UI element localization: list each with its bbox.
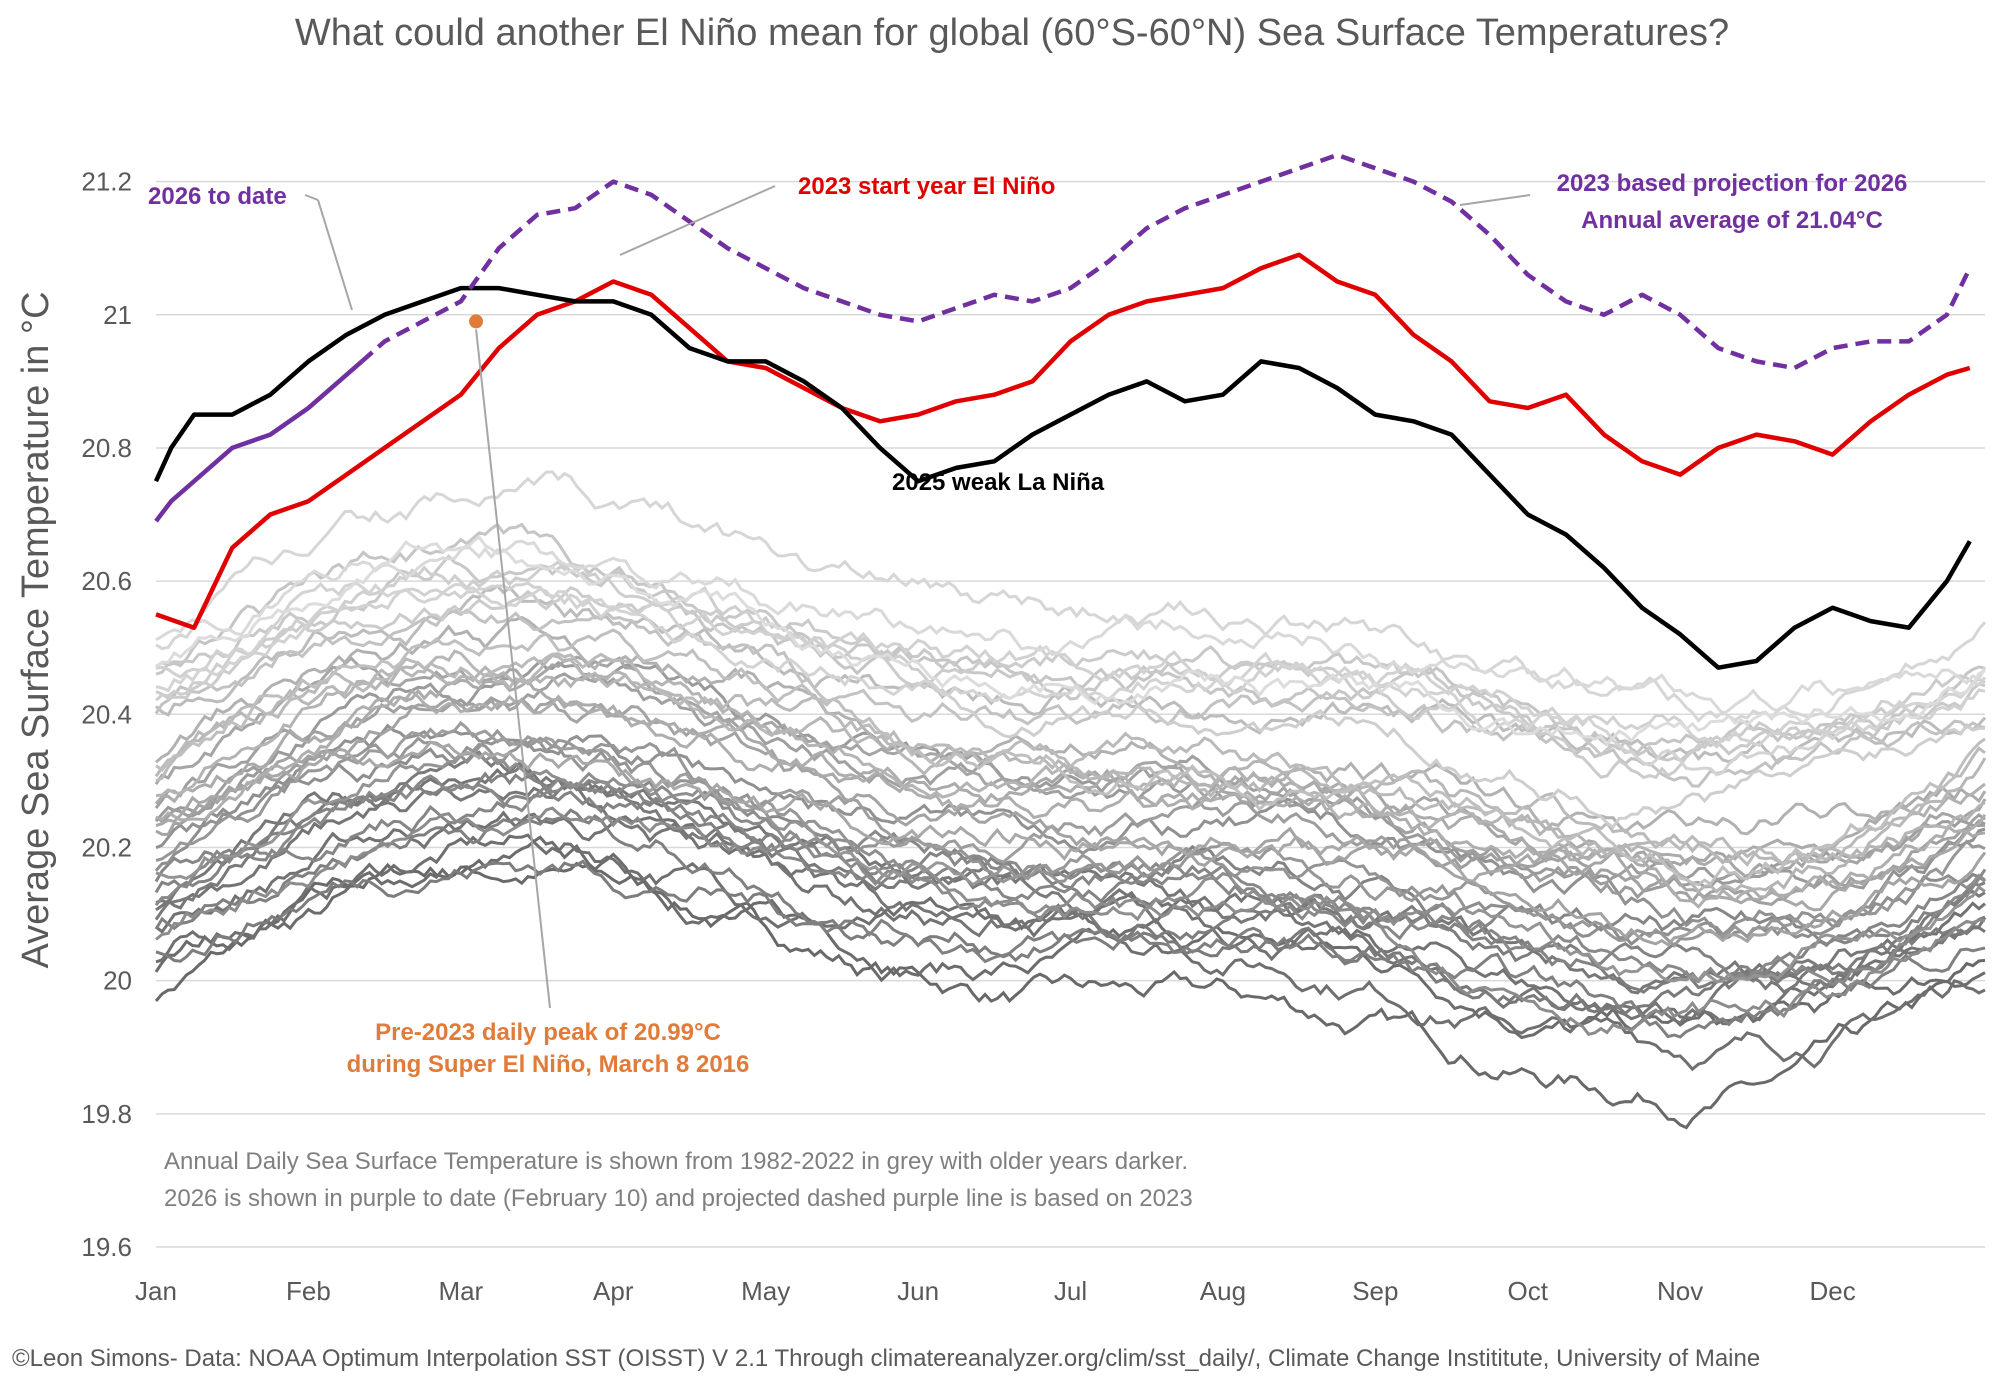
- x-tick-label: Jan: [135, 1276, 177, 1306]
- x-tick-label: Apr: [593, 1276, 634, 1306]
- background-year-line: [155, 688, 1987, 909]
- x-tick-labels: Jan Feb Mar Apr May Jun Jul Aug Sep Oct Nov Dec: [135, 1276, 1856, 1306]
- series-line: [155, 252, 1971, 630]
- background-year-line: [155, 585, 1986, 780]
- y-tick-label: 20: [103, 966, 132, 996]
- leader-line: [304, 194, 319, 201]
- annotation-leader-lines: [304, 185, 1531, 1009]
- label-2026-to-date: 2026 to date: [148, 183, 287, 210]
- x-tick-label: Oct: [1508, 1276, 1549, 1306]
- highlight-series-lines: [153, 152, 1972, 670]
- background-year-line: [154, 861, 1986, 1130]
- series-line: [154, 359, 364, 523]
- y-tick-label: 20.8: [81, 433, 132, 463]
- x-tick-label: Mar: [438, 1276, 483, 1306]
- leader-line: [619, 185, 776, 256]
- chart-title: What could another El Niño mean for glob…: [295, 12, 1729, 54]
- label-projection-line2: Annual average of 21.04°C: [1581, 207, 1883, 234]
- peak-marker: [469, 314, 484, 329]
- series-line: [360, 152, 1972, 371]
- label-2023-el-nino: 2023 start year El Niño: [798, 173, 1055, 200]
- background-year-line: [155, 615, 1986, 836]
- background-year-line: [155, 697, 1987, 947]
- y-tick-label: 21: [103, 300, 132, 330]
- note-line2: 2026 is shown in purple to date (Februar…: [164, 1185, 1193, 1212]
- y-tick-labels: 19.6 19.8 20 20.2 20.4 20.6 20.8 21 21.2: [81, 167, 132, 1262]
- x-tick-label: Jun: [897, 1276, 939, 1306]
- y-tick-label: 19.8: [81, 1099, 132, 1129]
- background-year-line: [154, 774, 1987, 987]
- background-year-line: [155, 723, 1986, 937]
- note-line1: Annual Daily Sea Surface Temperature is …: [164, 1148, 1188, 1175]
- x-tick-label: Dec: [1809, 1276, 1855, 1306]
- background-year-line: [155, 470, 1987, 723]
- background-year-line: [155, 661, 1986, 894]
- background-year-line: [155, 535, 1986, 747]
- credit-line: ©Leon Simons- Data: NOAA Optimum Interpo…: [12, 1345, 1760, 1372]
- background-year-line: [155, 539, 1987, 716]
- y-tick-label: 20.2: [81, 832, 132, 862]
- background-year-line: [155, 628, 1986, 887]
- background-year-line: [154, 750, 1986, 1016]
- leader-line: [317, 199, 353, 311]
- leader-line: [475, 329, 551, 1009]
- label-2025-la-nina: 2025 weak La Niña: [892, 469, 1105, 496]
- background-year-line: [155, 740, 1986, 912]
- x-tick-label: Feb: [286, 1276, 331, 1306]
- series-line: [153, 285, 1972, 670]
- background-years-lines: [154, 470, 1987, 1130]
- label-peak-line1: Pre-2023 daily peak of 20.99°C: [375, 1019, 721, 1046]
- label-peak-line2: during Super El Niño, March 8 2016: [347, 1051, 750, 1078]
- background-year-line: [155, 810, 1986, 1026]
- background-year-line: [154, 808, 1986, 1039]
- background-year-line: [155, 559, 1985, 830]
- x-tick-label: May: [741, 1276, 790, 1306]
- x-tick-label: Nov: [1657, 1276, 1703, 1306]
- leader-line: [1459, 194, 1531, 206]
- y-tick-label: 20.6: [81, 566, 132, 596]
- x-tick-label: Sep: [1352, 1276, 1398, 1306]
- y-axis-title: Average Sea Surface Temperature in °C: [15, 291, 57, 968]
- background-year-line: [155, 522, 1986, 755]
- y-tick-label: 19.6: [81, 1232, 132, 1262]
- x-tick-label: Aug: [1200, 1276, 1246, 1306]
- y-tick-label: 20.4: [81, 699, 132, 729]
- y-tick-label: 21.2: [81, 167, 132, 197]
- background-year-line: [155, 581, 1987, 777]
- background-year-line: [155, 652, 1986, 867]
- background-year-line: [155, 806, 1986, 1036]
- label-projection-line1: 2023 based projection for 2026: [1557, 170, 1908, 197]
- background-year-line: [154, 607, 1986, 788]
- x-tick-label: Jul: [1054, 1276, 1087, 1306]
- background-year-line: [154, 778, 1986, 946]
- background-year-line: [154, 678, 1987, 868]
